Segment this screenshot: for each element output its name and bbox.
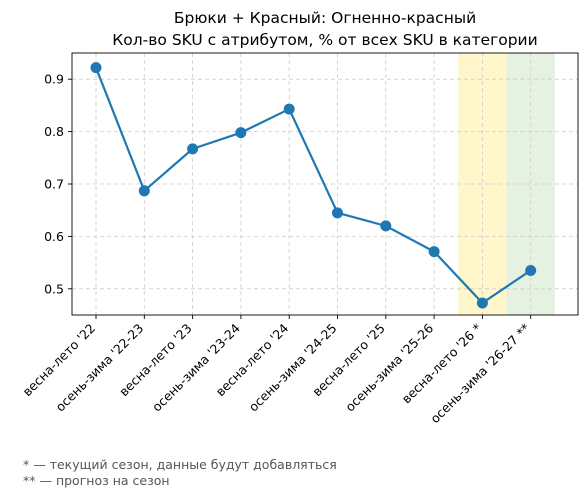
data-point bbox=[283, 103, 295, 115]
data-point bbox=[525, 264, 537, 276]
x-tick-label: осень-зима '22-23 bbox=[52, 321, 146, 415]
footnote-current-season: * — текущий сезон, данные будут добавлят… bbox=[23, 457, 337, 472]
data-point bbox=[476, 297, 488, 309]
data-point bbox=[380, 220, 392, 232]
series-layer bbox=[90, 62, 537, 309]
y-tick-label: 0.8 bbox=[44, 124, 64, 139]
footnote-forecast: ** — прогноз на сезон bbox=[23, 473, 170, 488]
chart-title: Брюки + Красный: Огненно-красный bbox=[174, 9, 476, 27]
y-tick-label: 0.9 bbox=[44, 72, 64, 87]
data-point bbox=[332, 207, 343, 219]
data-point bbox=[428, 246, 440, 258]
line-chart: 0.5 0.6 0.7 0.8 0.9 весна-лето '22осень-зима… bbox=[19, 9, 579, 427]
data-point bbox=[138, 185, 150, 197]
y-tick-label: 0.7 bbox=[44, 177, 64, 192]
x-tick-label: осень-зима '26-27 ** bbox=[427, 321, 533, 427]
data-point bbox=[235, 127, 247, 139]
data-point bbox=[90, 62, 102, 74]
y-axis: 0.5 0.6 0.7 0.8 0.9 bbox=[44, 72, 72, 296]
y-tick-label: 0.5 bbox=[44, 281, 64, 296]
y-tick-label: 0.6 bbox=[44, 229, 64, 244]
series-line bbox=[94, 67, 532, 305]
chart-subtitle: Кол-во SKU с атрибутом, % от всех SKU в … bbox=[112, 31, 537, 49]
data-point bbox=[187, 143, 199, 155]
x-tick-label: осень-зима '23-24 bbox=[149, 320, 243, 414]
x-tick-label: осень-зима '25-26 bbox=[342, 320, 436, 414]
x-tick-label: осень-зима '24-25 bbox=[246, 321, 340, 415]
